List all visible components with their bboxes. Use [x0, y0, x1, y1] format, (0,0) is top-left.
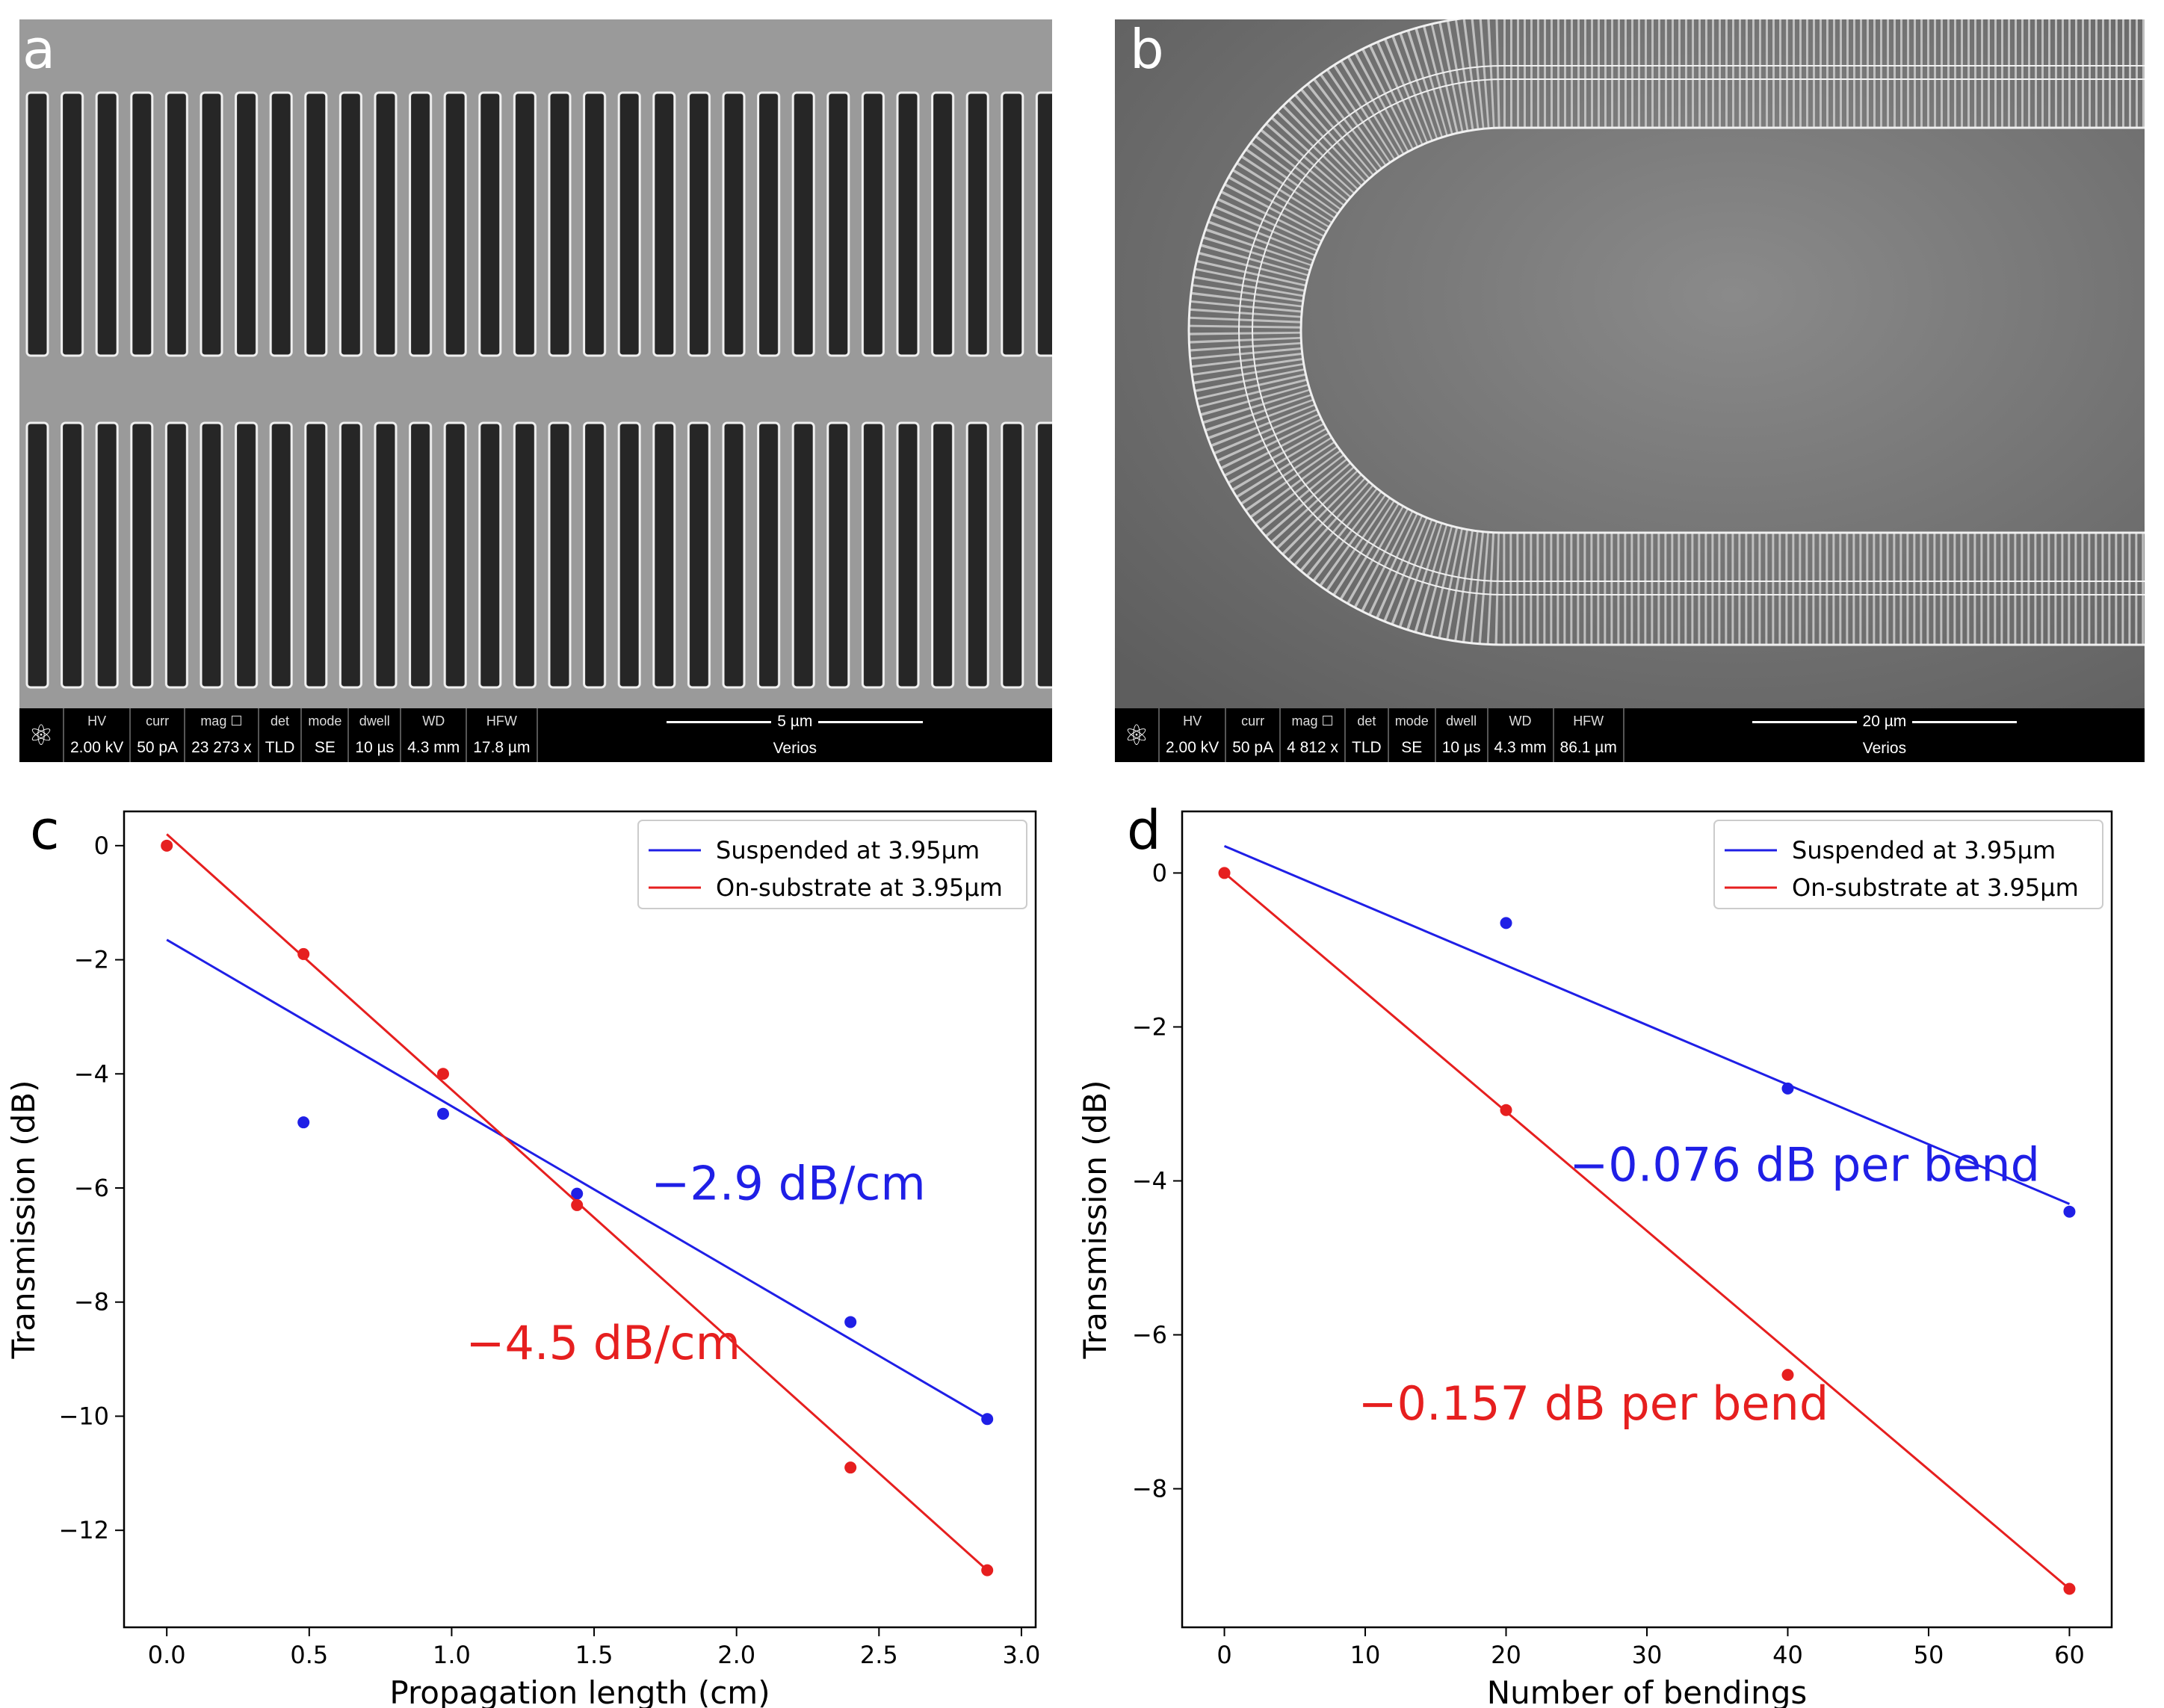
data-point: [571, 1198, 584, 1211]
data-point: [437, 1068, 449, 1080]
x-axis-label: Propagation length (cm): [389, 1674, 770, 1708]
x-tick-label: 0.5: [290, 1641, 328, 1669]
atom-logo-icon: ⚛: [19, 708, 64, 762]
data-point: [981, 1564, 994, 1577]
legend-label: On-substrate at 3.95μm: [1792, 873, 2079, 902]
x-tick-label: 40: [1772, 1641, 1803, 1669]
legend-box: [1713, 820, 2103, 909]
sem-scale-a: 5 µm Verios: [538, 708, 1052, 762]
data-point: [1781, 1369, 1794, 1381]
data-point: [297, 947, 310, 960]
sem-image-b-bend: [1115, 19, 2145, 708]
sem-hfw: HFW 17.8 µm: [467, 708, 538, 762]
sem-curr: curr 50 pA: [131, 708, 186, 762]
data-point: [1500, 1104, 1512, 1116]
sem-det: det TLD: [1346, 708, 1389, 762]
data-point: [297, 1116, 310, 1129]
sem-info-bar-b: ⚛ HV 2.00 kV curr 50 pA mag ☐ 4 812 x det TL…: [1115, 708, 2145, 762]
y-axis-label: Transmission (dB): [1077, 1080, 1113, 1360]
x-tick-label: 20: [1491, 1641, 1521, 1669]
x-tick-label: 60: [2054, 1641, 2085, 1669]
sem-hv: HV 2.00 kV: [1160, 708, 1227, 762]
sem-mag: mag ☐ 4 812 x: [1281, 708, 1346, 762]
slope-annotation: −0.076 dB per bend: [1569, 1137, 2040, 1192]
y-tick-label: 0: [94, 832, 109, 860]
x-tick-label: 30: [1632, 1641, 1663, 1669]
chart-d: 0 10 20 30 40 50 60 0 −2 −4 −6 −8 Number of bendings…: [1077, 810, 2113, 1708]
sem-mode: mode SE: [1389, 708, 1436, 762]
sem-dwell: dwell 10 µs: [349, 708, 402, 762]
x-tick-label: 0.0: [148, 1641, 186, 1669]
x-tick-label: 3.0: [1002, 1641, 1040, 1669]
atom-logo-icon: ⚛: [1115, 708, 1160, 762]
sem-mode: mode SE: [302, 708, 350, 762]
data-point: [844, 1461, 857, 1474]
instrument-name: Verios: [773, 740, 817, 757]
sem-dwell: dwell 10 µs: [1436, 708, 1488, 762]
data-point: [161, 839, 173, 852]
sem-wd: WD 4.3 mm: [401, 708, 468, 762]
x-tick-label: 2.0: [717, 1641, 755, 1669]
plot-frame: [123, 810, 1037, 1629]
legend-box: [637, 820, 1027, 909]
data-point: [571, 1187, 584, 1200]
panel-a-letter: a: [22, 18, 56, 81]
y-tick-label: −2: [74, 946, 109, 974]
sem-scale-b: 20 µm Verios: [1624, 708, 2145, 762]
data-point: [2063, 1205, 2076, 1218]
scale-label: 5 µm: [777, 713, 813, 730]
plot-frame: [1181, 810, 2113, 1629]
x-tick-label: 10: [1350, 1641, 1381, 1669]
y-tick-label: −10: [58, 1402, 109, 1430]
sem-hv: HV 2.00 kV: [64, 708, 132, 762]
sem-image-a: ⚛ HV 2.00 kV curr 50 pA mag ☐ 23 273 x det T…: [19, 19, 1052, 762]
legend-label: On-substrate at 3.95μm: [716, 873, 1003, 902]
sem-image-b: ⚛ HV 2.00 kV curr 50 pA mag ☐ 4 812 x det TL…: [1115, 19, 2145, 762]
data-point: [844, 1316, 857, 1328]
fit-line: [1223, 872, 2071, 1590]
y-tick-label: −8: [1132, 1475, 1167, 1503]
legend-label: Suspended at 3.95μm: [1792, 836, 2056, 864]
y-tick-label: −4: [1132, 1166, 1167, 1195]
panel-d-letter: d: [1127, 799, 1161, 861]
data-point: [981, 1413, 994, 1426]
y-tick-label: −4: [74, 1059, 109, 1088]
sem-info-bar-a: ⚛ HV 2.00 kV curr 50 pA mag ☐ 23 273 x det T…: [19, 708, 1052, 762]
y-tick-label: −2: [1132, 1012, 1167, 1041]
data-point: [1781, 1082, 1794, 1095]
sem-curr: curr 50 pA: [1226, 708, 1282, 762]
x-axis-label: Number of bendings: [1487, 1674, 1808, 1708]
sem-image-a-grating: [19, 19, 1052, 762]
x-tick-label: 0: [1217, 1641, 1231, 1669]
sem-wd: WD 4.3 mm: [1488, 708, 1554, 762]
chart-c: 0.0 0.5 1.0 1.5 2.0 2.5 3.0 0 −2 −4 −6 −8 −10 −12 Prop…: [5, 810, 1040, 1708]
slope-annotation: −4.5 dB/cm: [466, 1316, 741, 1370]
panel-c-letter: c: [30, 799, 60, 861]
y-tick-label: −8: [74, 1288, 109, 1316]
legend-label: Suspended at 3.95μm: [716, 836, 980, 864]
data-point: [1500, 917, 1512, 929]
data-point: [2063, 1582, 2076, 1595]
sem-mag: mag ☐ 23 273 x: [185, 708, 259, 762]
y-tick-label: −6: [1132, 1321, 1167, 1349]
y-axis-label: Transmission (dB): [5, 1080, 42, 1360]
x-tick-label: 1.0: [433, 1641, 471, 1669]
panel-b-letter: b: [1130, 18, 1164, 81]
y-tick-label: −6: [74, 1174, 109, 1202]
y-tick-label: −12: [58, 1516, 109, 1544]
x-tick-label: 50: [1914, 1641, 1944, 1669]
fit-line: [1223, 844, 2071, 1205]
y-tick-label: 0: [1152, 858, 1167, 887]
slope-annotation: −2.9 dB/cm: [651, 1156, 926, 1210]
slope-annotation: −0.157 dB per bend: [1358, 1376, 1829, 1431]
x-tick-label: 2.5: [860, 1641, 898, 1669]
fit-line: [166, 938, 988, 1420]
scale-label: 20 µm: [1862, 713, 1907, 730]
sem-det: det TLD: [259, 708, 303, 762]
x-tick-label: 1.5: [575, 1641, 613, 1669]
sem-hfw: HFW 86.1 µm: [1554, 708, 1624, 762]
instrument-name: Verios: [1862, 740, 1907, 757]
data-point: [437, 1107, 449, 1120]
data-point: [1218, 867, 1231, 879]
